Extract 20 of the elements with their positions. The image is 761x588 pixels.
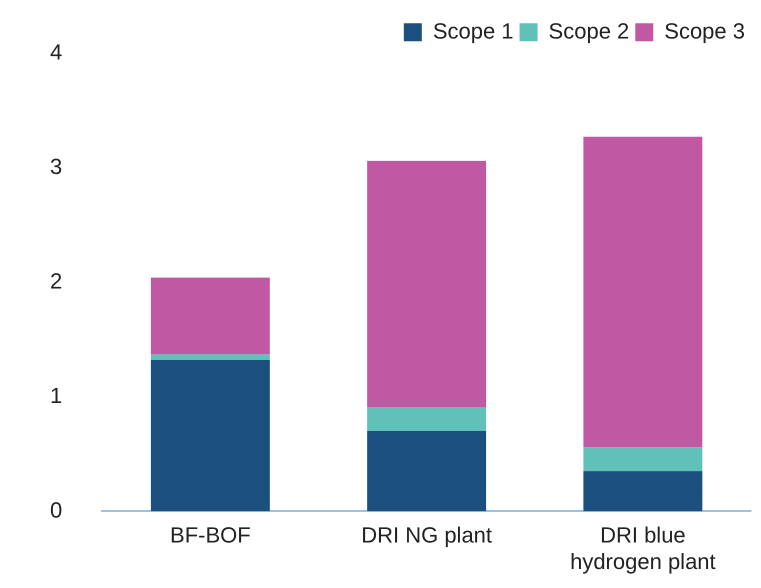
bar (150, 360, 270, 512)
y-tick-label: 3 (50, 154, 62, 179)
legend-label: Scope 3 (664, 18, 746, 44)
x-tick-label: DRI blue hydrogen plant (570, 522, 716, 574)
bar (367, 407, 486, 432)
y-tick-label: 2 (50, 268, 62, 294)
bar (150, 354, 270, 360)
x-tick-label: BF-BOF (170, 522, 251, 548)
bar (367, 431, 486, 512)
bar (583, 447, 702, 472)
bar (583, 471, 702, 512)
bar (367, 160, 486, 408)
legend-label: Scope 1 (432, 18, 514, 44)
y-tick-label: 1 (50, 382, 62, 408)
legend-label: Scope 2 (548, 18, 630, 44)
y-tick-label: 4 (50, 39, 62, 64)
x-tick-label: DRI NG plant (361, 522, 492, 548)
y-tick-label: 0 (50, 497, 62, 522)
bar (150, 278, 270, 354)
bar (583, 136, 702, 448)
